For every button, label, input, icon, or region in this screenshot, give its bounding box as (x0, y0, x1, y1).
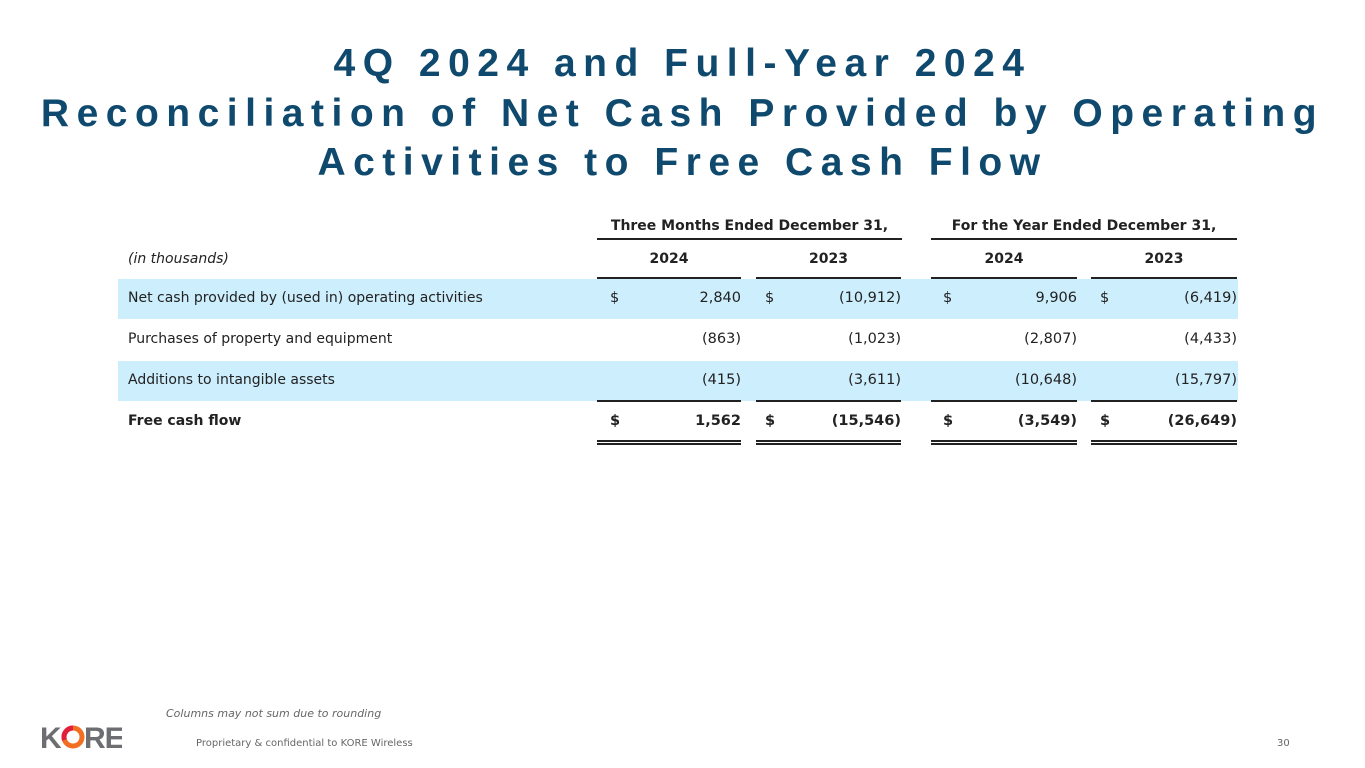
svg-text:RE: RE (84, 722, 122, 752)
divider (597, 400, 741, 402)
value-cell: (3,611) (848, 372, 901, 388)
title-line-3: Activities to Free Cash Flow (317, 141, 1048, 184)
double-underline (931, 440, 1077, 445)
title-line-2: Reconciliation of Net Cash Provided by O… (40, 92, 1325, 135)
currency-symbol: $ (1100, 290, 1110, 306)
year-header: 2023 (1144, 251, 1184, 267)
group-header-three-months: Three Months Ended December 31, (610, 218, 889, 234)
year-header: 2024 (984, 251, 1024, 267)
value-cell: (15,797) (1174, 372, 1237, 388)
value-cell: (4,433) (1184, 331, 1237, 347)
rounding-note: Columns may not sum due to rounding (166, 707, 382, 720)
group-header-full-year: For the Year Ended December 31, (951, 218, 1217, 234)
value-cell: (415) (702, 372, 741, 388)
row-label: Net cash provided by (used in) operating… (128, 290, 483, 306)
value-cell: (15,546) (831, 413, 901, 429)
currency-symbol: $ (610, 413, 621, 429)
double-underline (597, 440, 741, 445)
row-label: Free cash flow (128, 413, 242, 429)
double-underline (1091, 440, 1237, 445)
row-label: Additions to intangible assets (128, 372, 335, 388)
divider (597, 277, 741, 279)
row-label: Purchases of property and equipment (128, 331, 393, 347)
divider (931, 238, 1237, 240)
divider (1091, 277, 1237, 279)
value-cell: (10,648) (1014, 372, 1077, 388)
page-number: 30 (1277, 738, 1290, 749)
divider (931, 400, 1077, 402)
year-header: 2024 (649, 251, 689, 267)
currency-symbol: $ (610, 290, 620, 306)
divider (756, 400, 901, 402)
value-cell: (3,549) (1017, 413, 1077, 429)
currency-symbol: $ (943, 290, 953, 306)
value-cell: 9,906 (1035, 290, 1077, 306)
row-band (118, 279, 1238, 319)
value-cell: (1,023) (848, 331, 901, 347)
currency-symbol: $ (943, 413, 954, 429)
currency-symbol: $ (765, 413, 776, 429)
divider (1091, 400, 1237, 402)
divider (931, 277, 1077, 279)
year-header: 2023 (809, 251, 848, 267)
row-band (118, 361, 1238, 401)
units-label: (in thousands) (128, 251, 229, 267)
svg-text:K: K (40, 722, 62, 752)
confidential-notice: Proprietary & confidential to KORE Wirel… (196, 738, 413, 749)
value-cell: (2,807) (1024, 331, 1077, 347)
divider (597, 238, 902, 240)
value-cell: (863) (702, 331, 741, 347)
double-underline (756, 440, 901, 445)
currency-symbol: $ (1100, 413, 1111, 429)
kore-logo: K RE (40, 722, 125, 756)
title-line-1: 4Q 2024 and Full-Year 2024 (333, 42, 1032, 85)
value-cell: (26,649) (1167, 413, 1237, 429)
value-cell: (6,419) (1184, 290, 1237, 306)
value-cell: 2,840 (699, 290, 741, 306)
value-cell: 1,562 (695, 413, 741, 429)
value-cell: (10,912) (838, 290, 901, 306)
divider (756, 277, 901, 279)
currency-symbol: $ (765, 290, 775, 306)
